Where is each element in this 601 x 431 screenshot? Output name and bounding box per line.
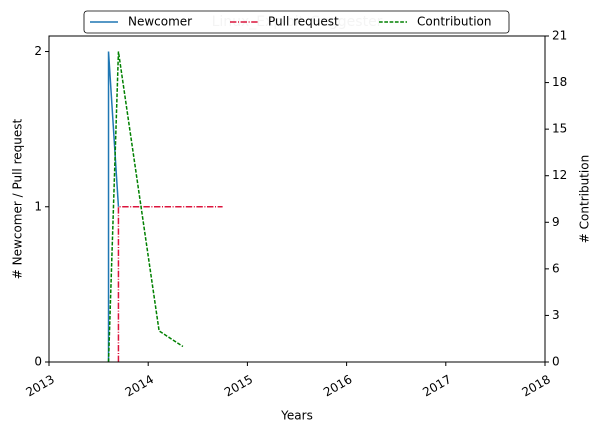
legend-label: Pull request xyxy=(268,15,339,29)
y-tick-label: 2 xyxy=(34,44,42,58)
y2-tick-label: 9 xyxy=(552,215,560,229)
x-tick-label: 2018 xyxy=(519,372,552,399)
y-tick-label: 1 xyxy=(34,199,42,213)
x-tick-label: 2014 xyxy=(123,372,156,399)
y2-tick-label: 21 xyxy=(552,29,567,43)
y2-tick-label: 0 xyxy=(552,355,560,369)
legend-label: Contribution xyxy=(417,15,492,29)
y2-tick-label: 6 xyxy=(552,261,560,275)
y2-tick-label: 15 xyxy=(552,122,567,136)
y-axis-label: # Newcomer / Pull request xyxy=(11,119,25,280)
series-line xyxy=(117,206,223,362)
y-tick-label: 0 xyxy=(34,355,42,369)
x-tick-label: 2016 xyxy=(321,372,354,399)
series-line xyxy=(107,51,184,363)
plot-frame xyxy=(48,35,546,363)
y2-tick-label: 3 xyxy=(552,308,560,322)
legend-label: Newcomer xyxy=(128,15,192,29)
legend-box xyxy=(83,10,510,34)
y2-axis-label: # Contribution xyxy=(578,155,592,243)
y2-tick-label: 12 xyxy=(552,168,567,182)
y2-tick-label: 18 xyxy=(552,75,567,89)
x-axis-label: Years xyxy=(280,409,313,423)
x-tick-label: 2017 xyxy=(420,372,453,399)
x-tick-label: 2013 xyxy=(23,372,56,399)
x-tick-label: 2015 xyxy=(222,372,255,399)
